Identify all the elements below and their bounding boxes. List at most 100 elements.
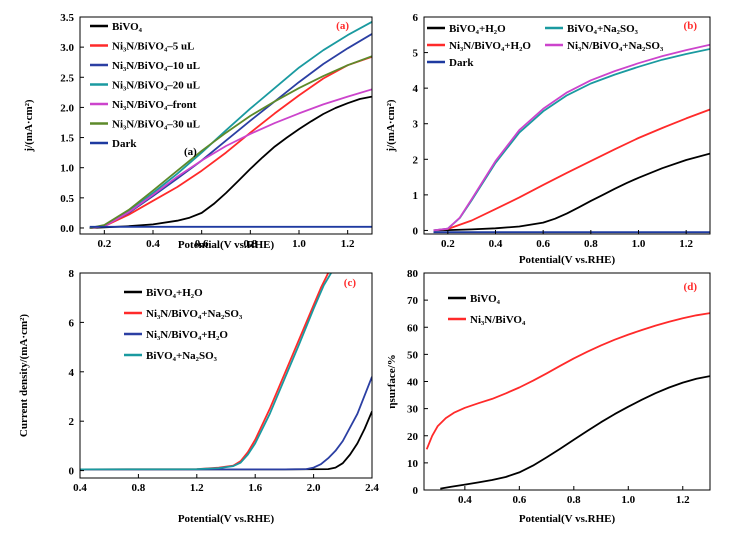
panel-d-label: (d) [684,281,698,293]
panel-a-series-4 [89,88,372,229]
panel-b: 0.2 0.4 0.6 0.8 1.0 1.2 0 1 2 3 4 5 6 Potential(V vs… [385,12,711,266]
panel-a-curves [89,21,372,229]
panel-d-ytick-label: 60 [407,322,419,334]
panel-b-xlabel: Potential(V vs.RHE) [519,254,616,266]
panel-c-curves [80,273,372,471]
panel-c-series-0 [80,410,372,471]
panel-b-ytick-label: 6 [413,12,419,24]
panel-a-ytick-label: 2.5 [60,72,74,84]
panel-a: 0.2 0.4 0.6 0.8 1.0 1.2 0.0 0.5 1.0 1.5 2.0 2.5 3.0 3… [23,12,373,251]
panel-b-legend-label: Ni₃N/BiVO₄+H₂O [449,40,531,52]
panel-b-curves [433,43,710,234]
panel-c-ytick-label: 8 [69,268,75,280]
panel-d-xtick-label: 0.6 [512,494,526,506]
panel-a-xtick-label: 1.2 [341,238,355,250]
panel-b-frame [423,16,711,235]
panel-d-ytick-label: 30 [407,404,419,416]
panel-c-ytick-label: 4 [69,367,75,379]
panel-a-series-3 [89,21,372,229]
panel-b-series-1 [433,108,710,232]
panel-b-legend-label: Ni₃N/BiVO₄+Na₂SO₃ [567,40,664,52]
panel-a-xtick-label: 0.8 [243,238,257,250]
panel-b-ylabel: j/(mA·cm²) [385,99,397,153]
panel-b-series-4 [433,43,710,232]
panel-d-curves [425,312,710,490]
panel-a-legend-label: Ni₃N/BiVO₄–30 uL [112,119,200,131]
panel-d-ticks: 0.4 0.6 0.8 1.0 1.2 0 10 20 30 40 50 60 70 80 [407,268,690,506]
panel-d-legend-label: BiVO₄ [470,293,501,305]
panel-a-ytick-label: 3.5 [60,12,74,24]
panel-a-xtick-label: 0.2 [97,238,111,250]
panel-b-series-0 [433,152,710,232]
panel-b-legend-label: BiVO₄+Na₂SO₃ [567,23,639,35]
panel-a-legend: BiVO₄ Ni₃N/BiVO₄–5 uL Ni₃N/BiVO₄–10 uL Ni₃N… [90,21,200,150]
panel-c-xtick-label: 0.8 [132,482,146,494]
panel-a-legend-label: Ni₃N/BiVO₄–5 uL [112,41,194,53]
panel-a-ytick-label: 2.0 [60,102,74,114]
panel-c-ytick-label: 0 [69,466,75,478]
panel-d: 0.4 0.6 0.8 1.0 1.2 0 10 20 30 40 50 60 70 80 Potenti… [386,268,711,525]
panel-d-xtick-label: 1.0 [621,494,635,506]
panel-b-ytick-label: 5 [413,48,419,60]
panel-a-ticks: 0.2 0.4 0.6 0.8 1.0 1.2 0.0 0.5 1.0 1.5 2.0 2.5 3.0 3… [60,12,355,250]
panel-a-xtick-label: 1.0 [292,238,306,250]
panel-c-xtick-label: 1.2 [190,482,204,494]
panel-c-ticks: 0.4 0.8 1.2 1.6 2.0 2.4 0 2 4 6 8 [69,268,380,494]
panel-b-xtick-label: 0.4 [489,238,503,250]
panel-a-inner-label: (a) [184,146,197,158]
panel-d-legend-label: Ni₃N/BiVO₄ [470,314,526,326]
panel-d-ytick-label: 0 [413,485,419,497]
panel-c-legend-label: Ni₃N/BiVO₄+H₂O [146,329,228,341]
panel-b-legend-label: Dark [449,57,474,69]
panel-a-series-5 [89,55,372,229]
panel-a-ylabel: j/(mA·cm²) [23,99,35,153]
panel-c-xtick-label: 1.6 [248,482,262,494]
panel-c-xtick-label: 2.0 [307,482,321,494]
panel-c-legend: BiVO₄+H₂O Ni₃N/BiVO₄+Na₂SO₃ Ni₃N/BiVO₄+H₂O… [124,287,243,362]
panel-a-xtick-label: 0.6 [195,238,209,250]
panel-a-frame [79,16,373,235]
panel-d-ytick-label: 20 [407,431,419,443]
panel-a-legend-label: Ni₃N/BiVO₄–20 uL [112,80,200,92]
panel-b-ytick-label: 3 [413,119,419,131]
panel-c-frame [79,272,373,479]
panel-c-xtick-label: 2.4 [365,482,379,494]
panel-d-ytick-label: 40 [407,377,419,389]
panel-d-ytick-label: 70 [407,295,419,307]
panel-b-xtick-label: 0.8 [584,238,598,250]
panel-d-ylabel: ηsurface/% [386,354,398,409]
panel-b-xtick-label: 1.2 [679,238,693,250]
panel-a-label: (a) [336,20,349,32]
panel-b-series-3 [433,48,710,232]
panel-c-series-2 [80,376,372,471]
panel-a-legend-label: Dark [112,138,137,150]
panel-c-legend-label: Ni₃N/BiVO₄+Na₂SO₃ [146,308,243,320]
panel-c-ytick-label: 6 [69,317,75,329]
panel-a-ytick-label: 0.0 [60,223,74,235]
panel-c-xlabel: Potential(V vs.RHE) [178,513,275,525]
panel-c-ytick-label: 2 [69,416,75,428]
panel-d-ytick-label: 10 [407,458,419,470]
panel-d-series-1 [425,312,710,450]
panel-b-ytick-label: 2 [413,154,419,166]
panel-a-ytick-label: 1.5 [60,133,74,145]
panel-b-xtick-label: 0.6 [536,238,550,250]
panel-b-xtick-label: 1.0 [632,238,646,250]
panel-d-xtick-label: 1.2 [676,494,690,506]
panel-c-legend-label: BiVO₄+Na₂SO₃ [146,350,218,362]
panel-a-ytick-label: 0.5 [60,193,74,205]
panel-c-series-3 [80,273,332,471]
panel-b-ytick-label: 4 [413,83,419,95]
panel-d-ytick-label: 80 [407,268,419,280]
panel-b-legend-label: BiVO₄+H₂O [449,23,506,35]
panel-d-series-0 [440,375,710,490]
panel-d-legend: BiVO₄ Ni₃N/BiVO₄ [448,293,526,326]
panel-a-series-0 [89,95,372,229]
panel-c-xtick-label: 0.4 [73,482,87,494]
panel-b-ytick-label: 0 [413,225,419,237]
panel-b-legend: BiVO₄+H₂O Ni₃N/BiVO₄+H₂O Dark BiVO₄+Na₂SO₃ N… [427,23,664,69]
panel-a-xlabel: Potential(V vs.RHE) [178,239,275,251]
panel-a-legend-label: BiVO₄ [112,21,143,33]
panel-b-ytick-label: 1 [413,190,419,202]
